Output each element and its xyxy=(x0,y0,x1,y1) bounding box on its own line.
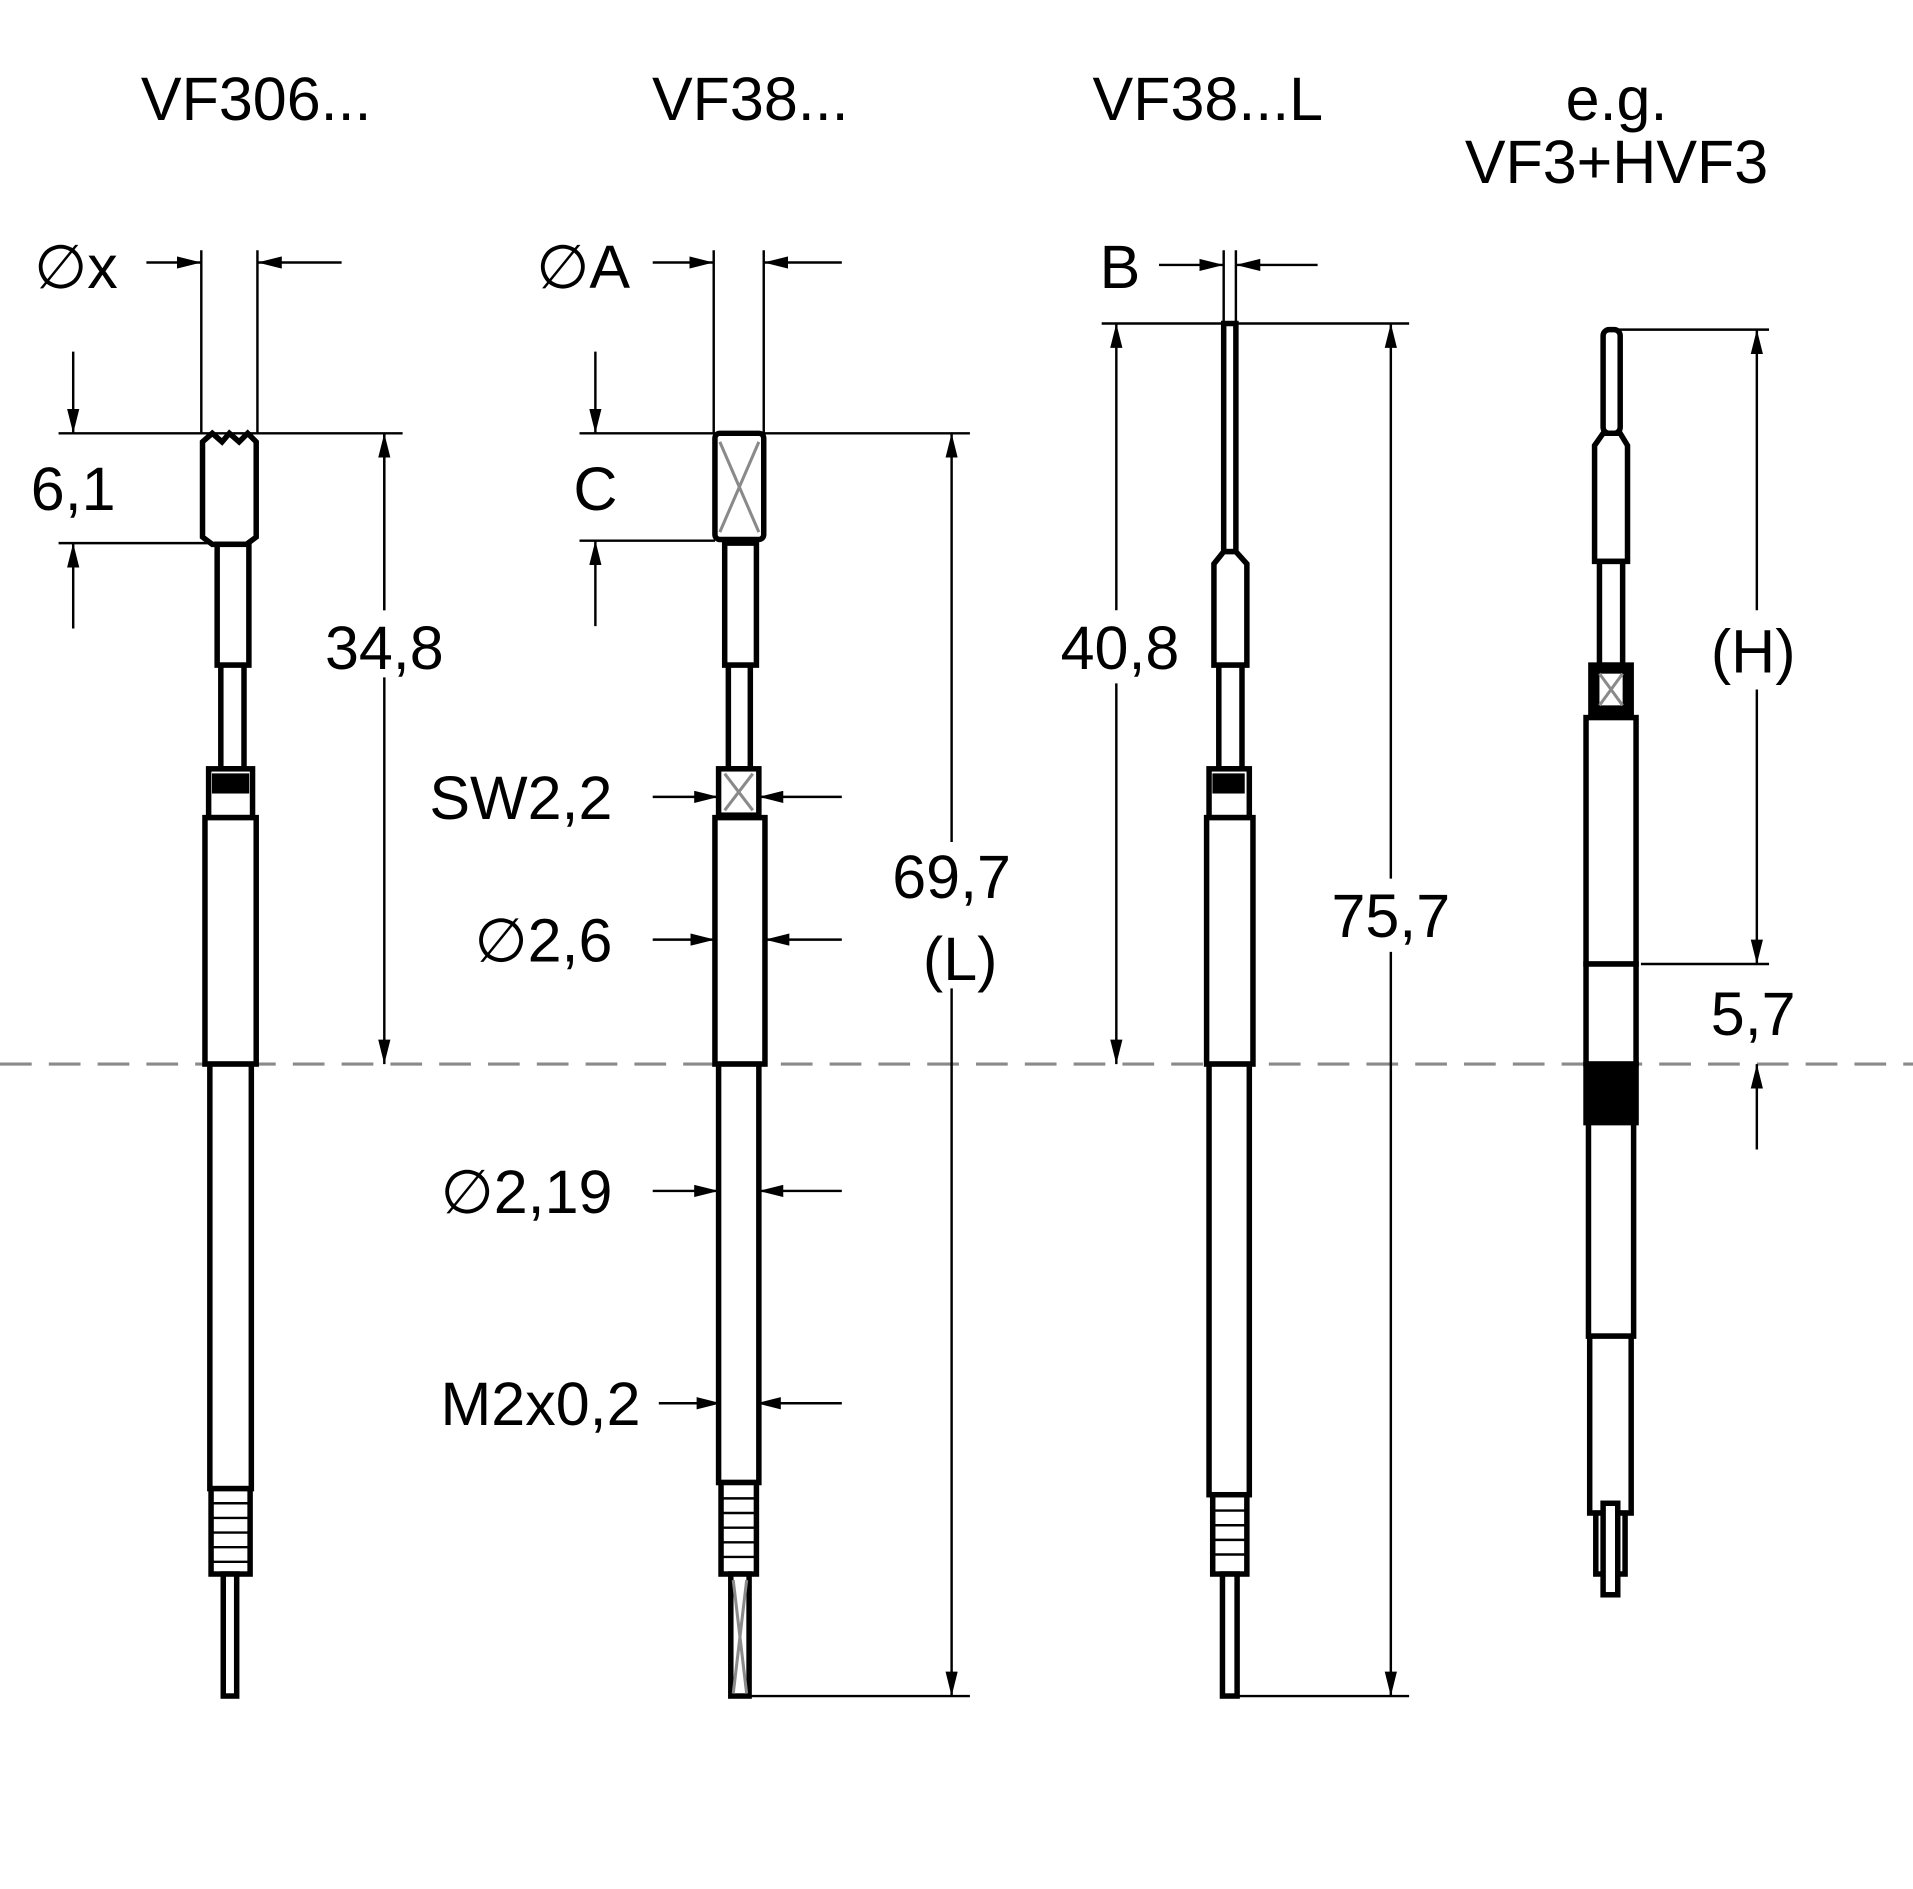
svg-text:(L): (L) xyxy=(923,925,998,993)
dimension-c: C xyxy=(573,351,970,627)
dimension-dia-2-19: ∅2,19 xyxy=(441,1158,842,1226)
svg-text:40,8: 40,8 xyxy=(1061,614,1180,682)
svg-text:75,7: 75,7 xyxy=(1331,882,1450,950)
dimension-5-7: 5,7 xyxy=(1711,980,1796,1150)
svg-text:B: B xyxy=(1100,233,1141,301)
svg-text:5,7: 5,7 xyxy=(1711,980,1796,1048)
probe-vf3-hvf3 xyxy=(1583,326,1639,1598)
svg-text:∅x: ∅x xyxy=(34,233,118,301)
dimension-sw-2-2: SW2,2 xyxy=(429,764,842,832)
probe-vf38l xyxy=(1203,320,1256,1699)
dimension-thread-m2x0-2: M2x0,2 xyxy=(440,1370,842,1438)
dimension-dia-a: ∅A xyxy=(536,233,842,434)
title-vf38: VF38... xyxy=(652,65,849,133)
svg-text:M2x0,2: M2x0,2 xyxy=(440,1370,640,1438)
svg-text:∅2,6: ∅2,6 xyxy=(475,907,613,975)
svg-text:(H): (H) xyxy=(1711,617,1796,685)
svg-text:SW2,2: SW2,2 xyxy=(429,764,612,832)
dimension-34-8: 34,8 xyxy=(325,433,444,1065)
dimension-6-1: 6,1 xyxy=(31,351,403,629)
dimension-dia-2-6: ∅2,6 xyxy=(475,907,842,975)
dimension-dia-x: ∅x xyxy=(34,233,342,434)
svg-text:69,7: 69,7 xyxy=(892,843,1011,911)
svg-text:∅2,19: ∅2,19 xyxy=(441,1158,613,1226)
title-vf306: VF306... xyxy=(141,65,372,133)
svg-text:6,1: 6,1 xyxy=(31,455,116,523)
svg-text:C: C xyxy=(573,455,617,523)
dimension-40-8: 40,8 xyxy=(1061,322,1410,1065)
title-eg: e.g. xyxy=(1566,65,1668,133)
title-vf38l: VF38...L xyxy=(1093,65,1324,133)
dimension-75-7: 75,7 xyxy=(1238,323,1450,1698)
probe-vf38 xyxy=(712,430,768,1699)
dimension-b: B xyxy=(1100,233,1318,324)
probe-vf306 xyxy=(199,429,259,1699)
dimension-69-7-l: 69,7 (L) xyxy=(750,433,1011,1698)
dimension-h: (H) xyxy=(1617,328,1796,966)
svg-text:34,8: 34,8 xyxy=(325,614,444,682)
svg-text:∅A: ∅A xyxy=(536,233,630,301)
title-vf3-hvf3: VF3+HVF3 xyxy=(1465,128,1768,196)
